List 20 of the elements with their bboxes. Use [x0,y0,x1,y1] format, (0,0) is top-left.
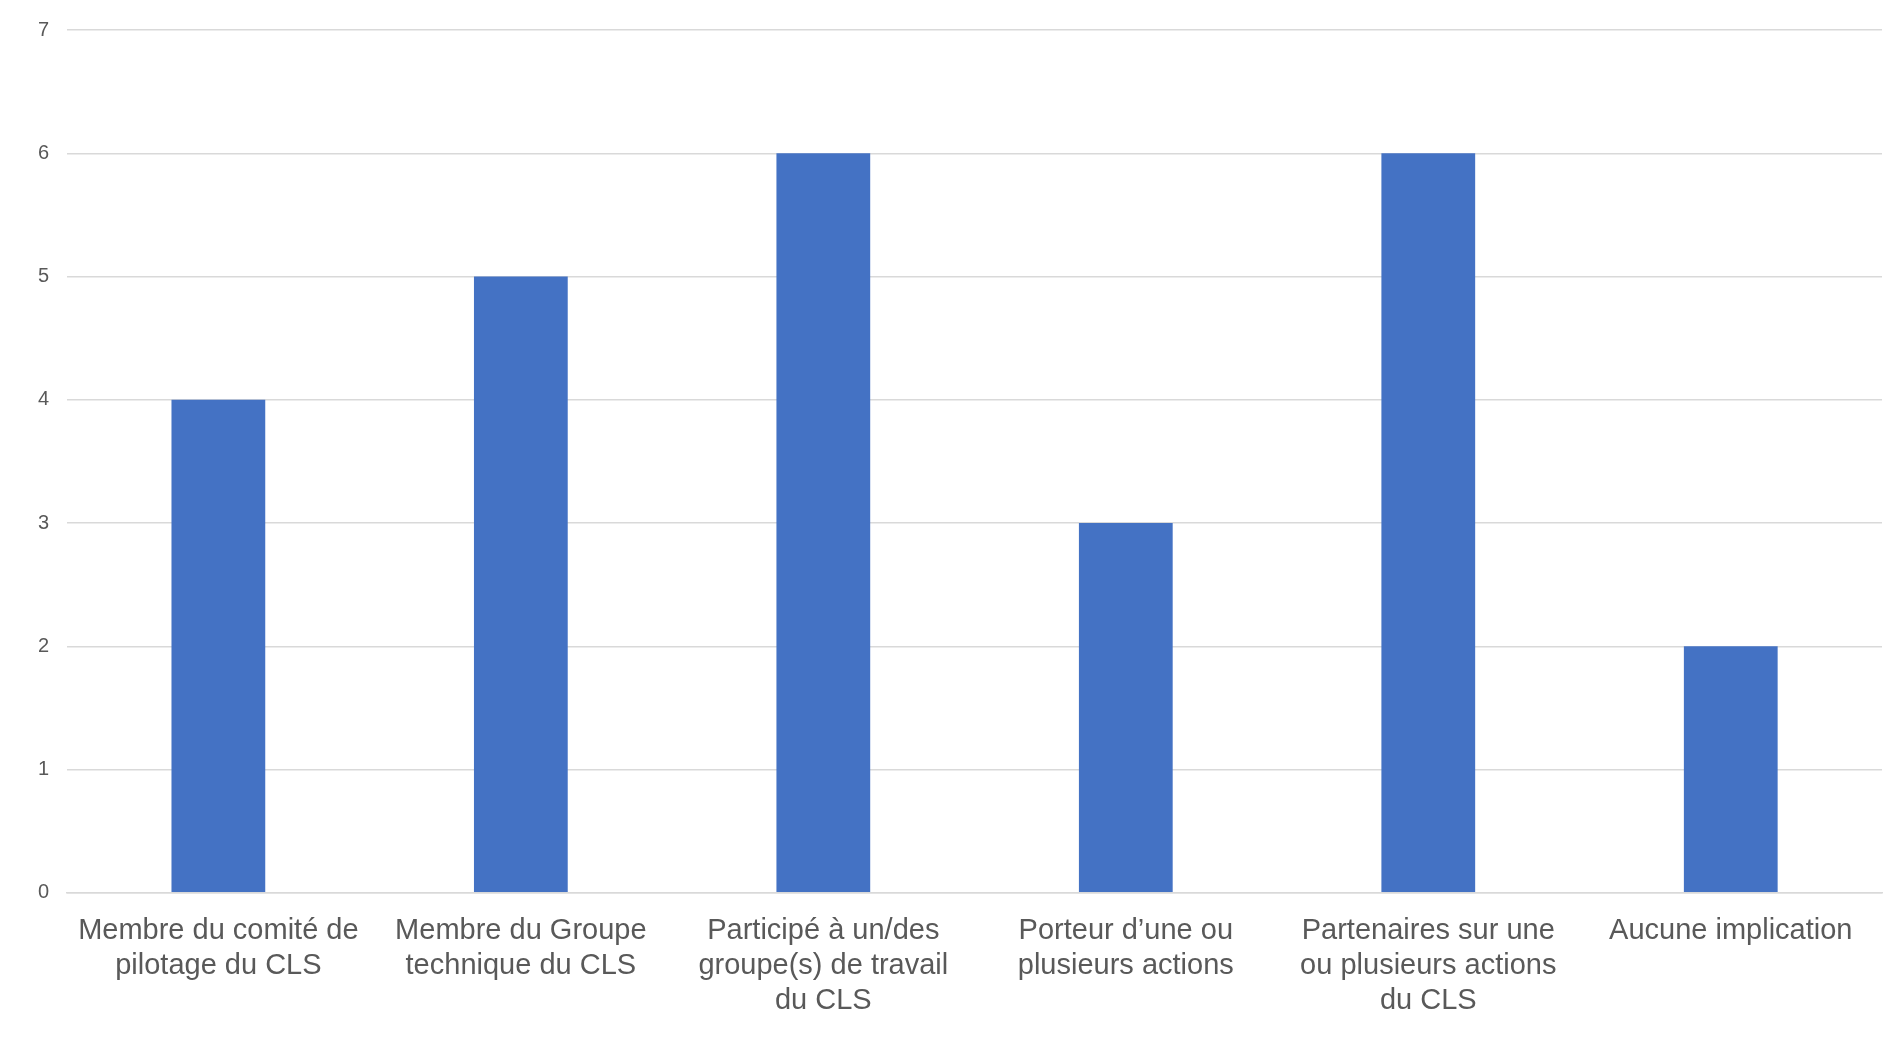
x-tick-label: Aucune implication [1609,912,1853,945]
x-tick-label: Membre du Groupe technique du CLS [395,912,647,980]
y-tick-label: 1 [38,757,50,780]
y-tick-label: 3 [38,510,50,533]
y-tick-label: 2 [38,633,50,656]
x-tick-label: Porteur d’une ou plusieurs actions [1017,912,1234,980]
x-tick-label: Participé à un/des groupe(s) de travail du CLS [698,912,949,1016]
y-tick-label: 4 [38,387,50,410]
bar [1683,646,1778,893]
x-tick-label: Membre du comité de pilotage du CLS [78,912,359,980]
bar [473,276,568,893]
bar [1381,153,1476,893]
x-tick-label: Partenaires sur une ou plusieurs actions du CLS [1300,912,1557,1016]
bar [171,399,266,893]
y-tick-label: 7 [38,17,50,40]
y-tick-label: 5 [38,264,50,287]
bar [1078,523,1173,893]
y-tick-label: 6 [38,140,50,163]
y-tick-label: 0 [38,880,50,903]
bar [776,153,871,893]
